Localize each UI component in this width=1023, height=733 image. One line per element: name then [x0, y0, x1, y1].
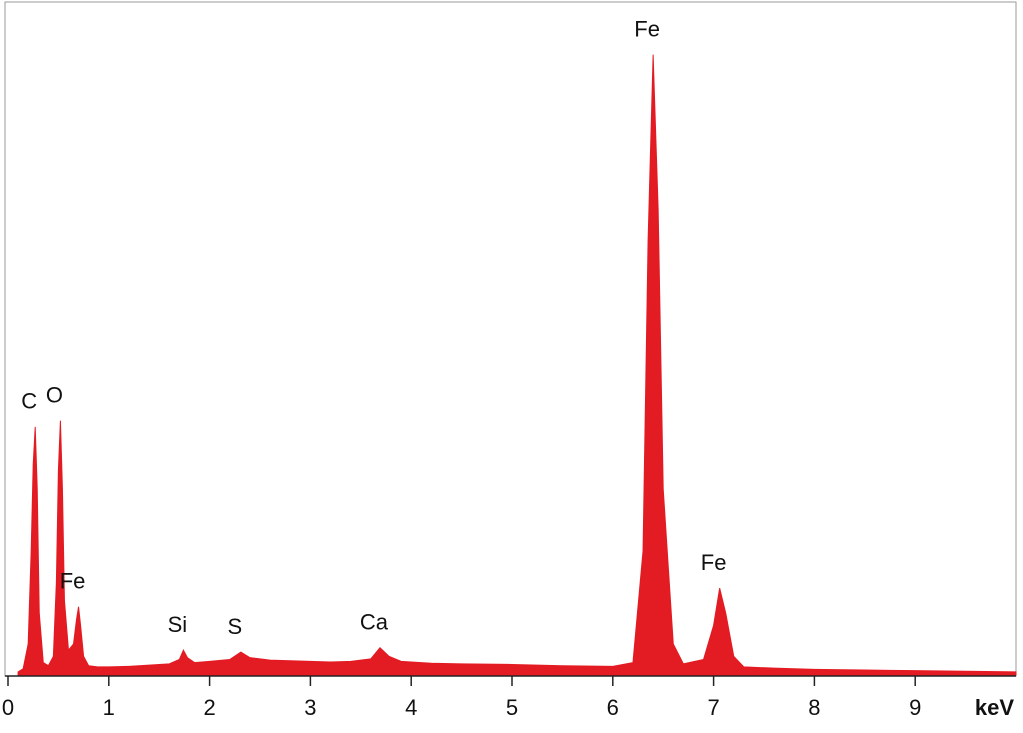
- peak-label: Fe: [701, 550, 727, 575]
- x-tick-label: 7: [707, 695, 719, 720]
- x-axis-label: keV: [975, 695, 1014, 720]
- x-tick-label: 8: [808, 695, 820, 720]
- peak-label: S: [228, 614, 243, 639]
- x-tick-label: 3: [304, 695, 316, 720]
- x-tick-label: 9: [909, 695, 921, 720]
- peak-label: Si: [168, 612, 188, 637]
- peak-label: Ca: [360, 610, 389, 635]
- peak-label: C: [21, 389, 37, 414]
- peak-label: Fe: [634, 16, 660, 41]
- spectrum-area: [17, 54, 1017, 676]
- x-tick-label: 6: [607, 695, 619, 720]
- plot-frame: [4, 1, 1017, 677]
- x-tick-label: 1: [103, 695, 115, 720]
- x-tick-label: 5: [506, 695, 518, 720]
- peak-label: Fe: [60, 569, 86, 594]
- x-tick-label: 2: [203, 695, 215, 720]
- x-tick-label: 0: [2, 695, 14, 720]
- x-tick-label: 4: [405, 695, 417, 720]
- peak-label: O: [46, 382, 63, 407]
